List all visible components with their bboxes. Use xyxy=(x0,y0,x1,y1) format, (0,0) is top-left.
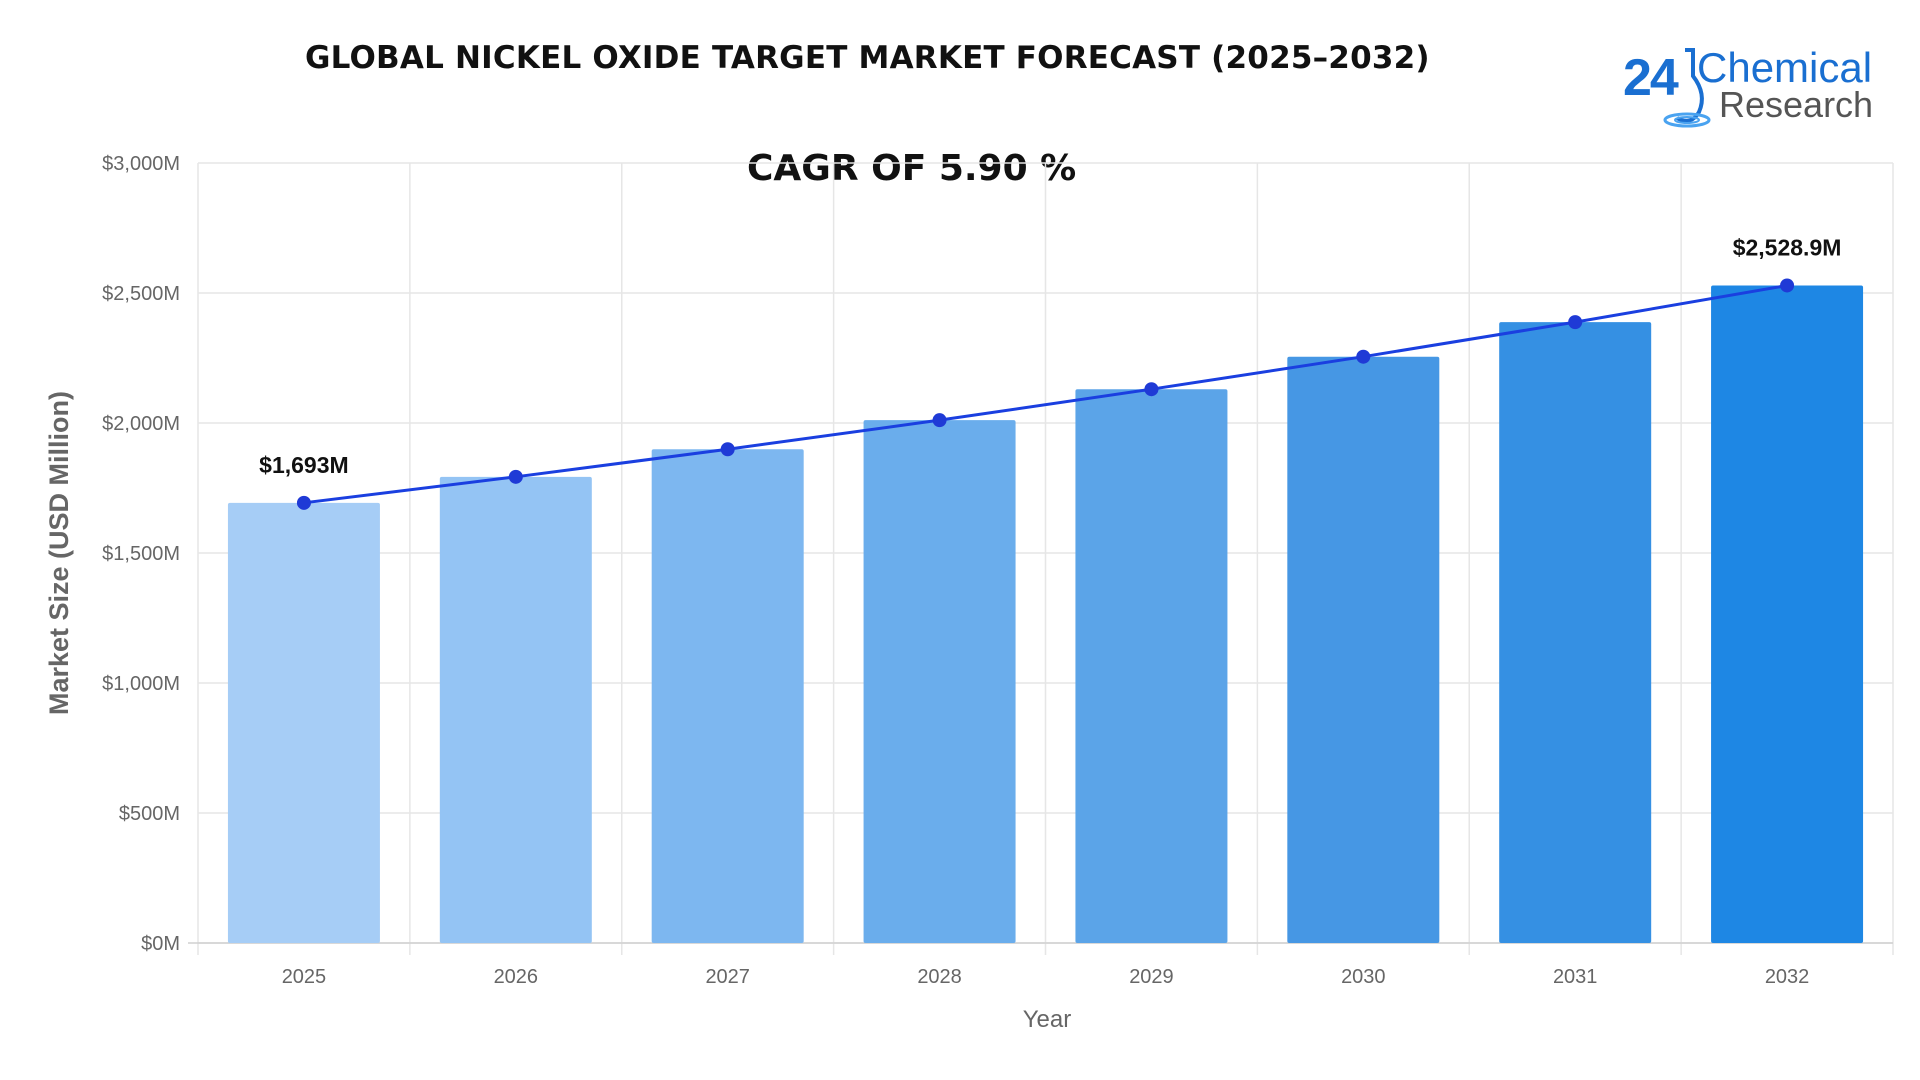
bar-2025 xyxy=(227,502,380,943)
bar-2026 xyxy=(439,476,592,943)
point-2031 xyxy=(1568,315,1583,330)
x-tick-label: 2028 xyxy=(917,966,962,988)
x-tick-label: 2029 xyxy=(1129,966,1174,988)
x-tick-label: 2027 xyxy=(705,966,750,988)
y-tick-label: $2,000M xyxy=(102,413,180,435)
point-2025 xyxy=(296,495,311,510)
company-logo: 24 Chemical Research xyxy=(1615,40,1895,130)
x-tick-label: 2031 xyxy=(1553,966,1598,988)
x-tick-label: 2026 xyxy=(494,966,539,988)
y-tick-label: $500M xyxy=(119,803,180,825)
cagr-subtitle: CAGR OF 5.90 % xyxy=(747,148,1077,189)
point-2029 xyxy=(1144,382,1159,397)
point-2028 xyxy=(932,413,947,428)
label-layer: $1,693M $2,528.9M xyxy=(259,234,1841,477)
x-tick-label: 2030 xyxy=(1341,966,1386,988)
trend-line xyxy=(303,284,1788,505)
point-2026 xyxy=(508,469,523,484)
bar-2029 xyxy=(1075,389,1228,943)
data-label-2025: $1,693M xyxy=(259,452,349,478)
bar-2028 xyxy=(863,420,1016,943)
bar-2027 xyxy=(651,449,804,943)
y-tick-label: $1,500M xyxy=(102,543,180,565)
data-label-2032: $2,528.9M xyxy=(1733,234,1842,260)
x-tick-label: 2032 xyxy=(1765,966,1810,988)
logo-text-chemical: Chemical xyxy=(1697,44,1873,91)
y-tick-label: $0M xyxy=(141,933,180,955)
flask-ripple-icon xyxy=(1663,48,1711,128)
bar-2030 xyxy=(1287,356,1440,943)
point-2032 xyxy=(1780,278,1795,293)
bar-2032 xyxy=(1711,285,1864,944)
x-tick-label: 2025 xyxy=(282,966,327,988)
point-2030 xyxy=(1356,349,1371,364)
tick-layer: $0M $500M $1,000M $1,500M $2,000M $2,500M $3,0… xyxy=(102,153,1809,988)
y-tick-label: $2,500M xyxy=(102,283,180,305)
bar-layer xyxy=(227,285,1864,944)
logo-number: 24 xyxy=(1623,49,1679,107)
point-2027 xyxy=(720,442,735,457)
x-axis-label: Year xyxy=(1023,1006,1072,1033)
y-tick-label: $1,000M xyxy=(102,673,180,695)
y-tick-label: $3,000M xyxy=(102,153,180,175)
bar-2031 xyxy=(1499,322,1652,943)
logo-text-research: Research xyxy=(1719,84,1874,125)
line-layer xyxy=(296,278,1795,510)
chart-title: GLOBAL NICKEL OXIDE TARGET MARKET FORECA… xyxy=(305,40,1430,76)
y-axis-label: Market Size (USD Million) xyxy=(44,391,74,715)
